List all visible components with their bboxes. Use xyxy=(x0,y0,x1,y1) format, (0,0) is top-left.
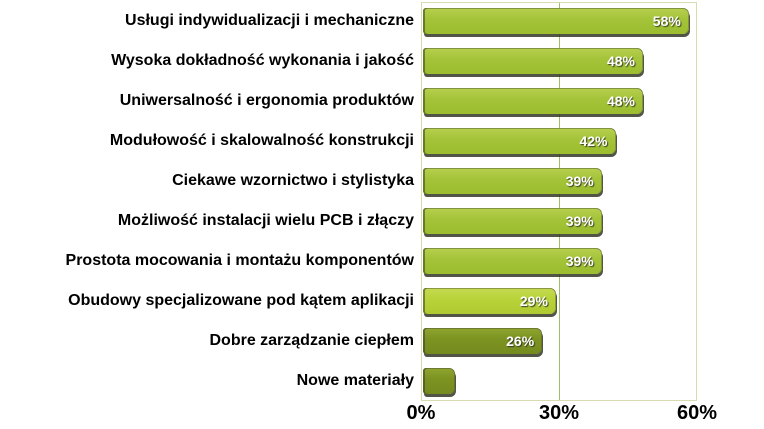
chart-row: Wysoka dokładność wykonania i jakość 48% xyxy=(0,41,764,81)
bar-value-label: 39% xyxy=(565,253,594,269)
bar-cell: 39% xyxy=(422,201,697,241)
category-label: Modułowość i skalowalność konstrukcji xyxy=(109,131,414,149)
bar-cell xyxy=(422,361,697,401)
bar-value-label: 48% xyxy=(606,93,635,109)
bar-cell: 58% xyxy=(422,1,697,41)
bar: 39% xyxy=(423,208,602,234)
bar-value-label: 39% xyxy=(565,173,594,189)
gridline-30-percent xyxy=(559,3,560,400)
category-label: Nowe materiały xyxy=(296,371,414,389)
category-label: Wysoka dokładność wykonania i jakość xyxy=(111,51,414,69)
chart-rows: Usługi indywidualizacji i mechaniczne 58%… xyxy=(0,1,764,401)
bar-value-label: 42% xyxy=(579,133,608,149)
bar: 48% xyxy=(423,88,643,114)
bar-value-label: 39% xyxy=(565,213,594,229)
x-tick-label: 60% xyxy=(676,402,718,424)
x-tick-label: 0% xyxy=(406,402,436,424)
bar: 48% xyxy=(423,48,643,74)
chart-row: Modułowość i skalowalność konstrukcji 42% xyxy=(0,121,764,161)
bar-value-label: 29% xyxy=(519,293,548,309)
category-label: Obudowy specjalizowane pod kątem aplikac… xyxy=(68,291,414,309)
category-label: Usługi indywidualizacji i mechaniczne xyxy=(125,11,414,29)
bar-cell: 29% xyxy=(422,281,697,321)
bar: 58% xyxy=(423,8,689,34)
bar: 39% xyxy=(423,248,602,274)
chart-row: Obudowy specjalizowane pod kątem aplikac… xyxy=(0,281,764,321)
category-label: Dobre zarządzanie ciepłem xyxy=(209,331,414,349)
bar-cell: 42% xyxy=(422,121,697,161)
bar: 42% xyxy=(423,128,616,154)
chart-row: Dobre zarządzanie ciepłem 26% xyxy=(0,321,764,361)
x-tick-label: 30% xyxy=(538,402,580,424)
category-label: Możliwość instalacji wielu PCB i złączy xyxy=(117,211,414,229)
bar: 26% xyxy=(423,328,543,354)
chart-row: Prostota mocowania i montażu komponentów… xyxy=(0,241,764,281)
plot-area xyxy=(421,2,697,401)
bar: 39% xyxy=(423,168,602,194)
bar-cell: 39% xyxy=(422,241,697,281)
bar-cell: 26% xyxy=(422,321,697,361)
bar-cell: 48% xyxy=(422,81,697,121)
bar-value-label: 58% xyxy=(652,13,681,29)
x-axis: 0% 30% 60% xyxy=(407,402,717,428)
chart-row: Usługi indywidualizacji i mechaniczne 58% xyxy=(0,1,764,41)
bar xyxy=(423,368,456,394)
bar: 29% xyxy=(423,288,556,314)
chart-row: Uniwersalność i ergonomia produktów 48% xyxy=(0,81,764,121)
category-label: Ciekawe wzornictwo i stylistyka xyxy=(172,171,414,189)
bar-value-label: 26% xyxy=(506,333,535,349)
bar-value-label: 48% xyxy=(606,53,635,69)
chart-row: Możliwość instalacji wielu PCB i złączy 3… xyxy=(0,201,764,241)
category-label: Uniwersalność i ergonomia produktów xyxy=(119,91,414,109)
chart-row: Ciekawe wzornictwo i stylistyka 39% xyxy=(0,161,764,201)
chart-row: Nowe materiały xyxy=(0,361,764,401)
bar-cell: 39% xyxy=(422,161,697,201)
bar-cell: 48% xyxy=(422,41,697,81)
category-label: Prostota mocowania i montażu komponentów xyxy=(65,251,414,269)
